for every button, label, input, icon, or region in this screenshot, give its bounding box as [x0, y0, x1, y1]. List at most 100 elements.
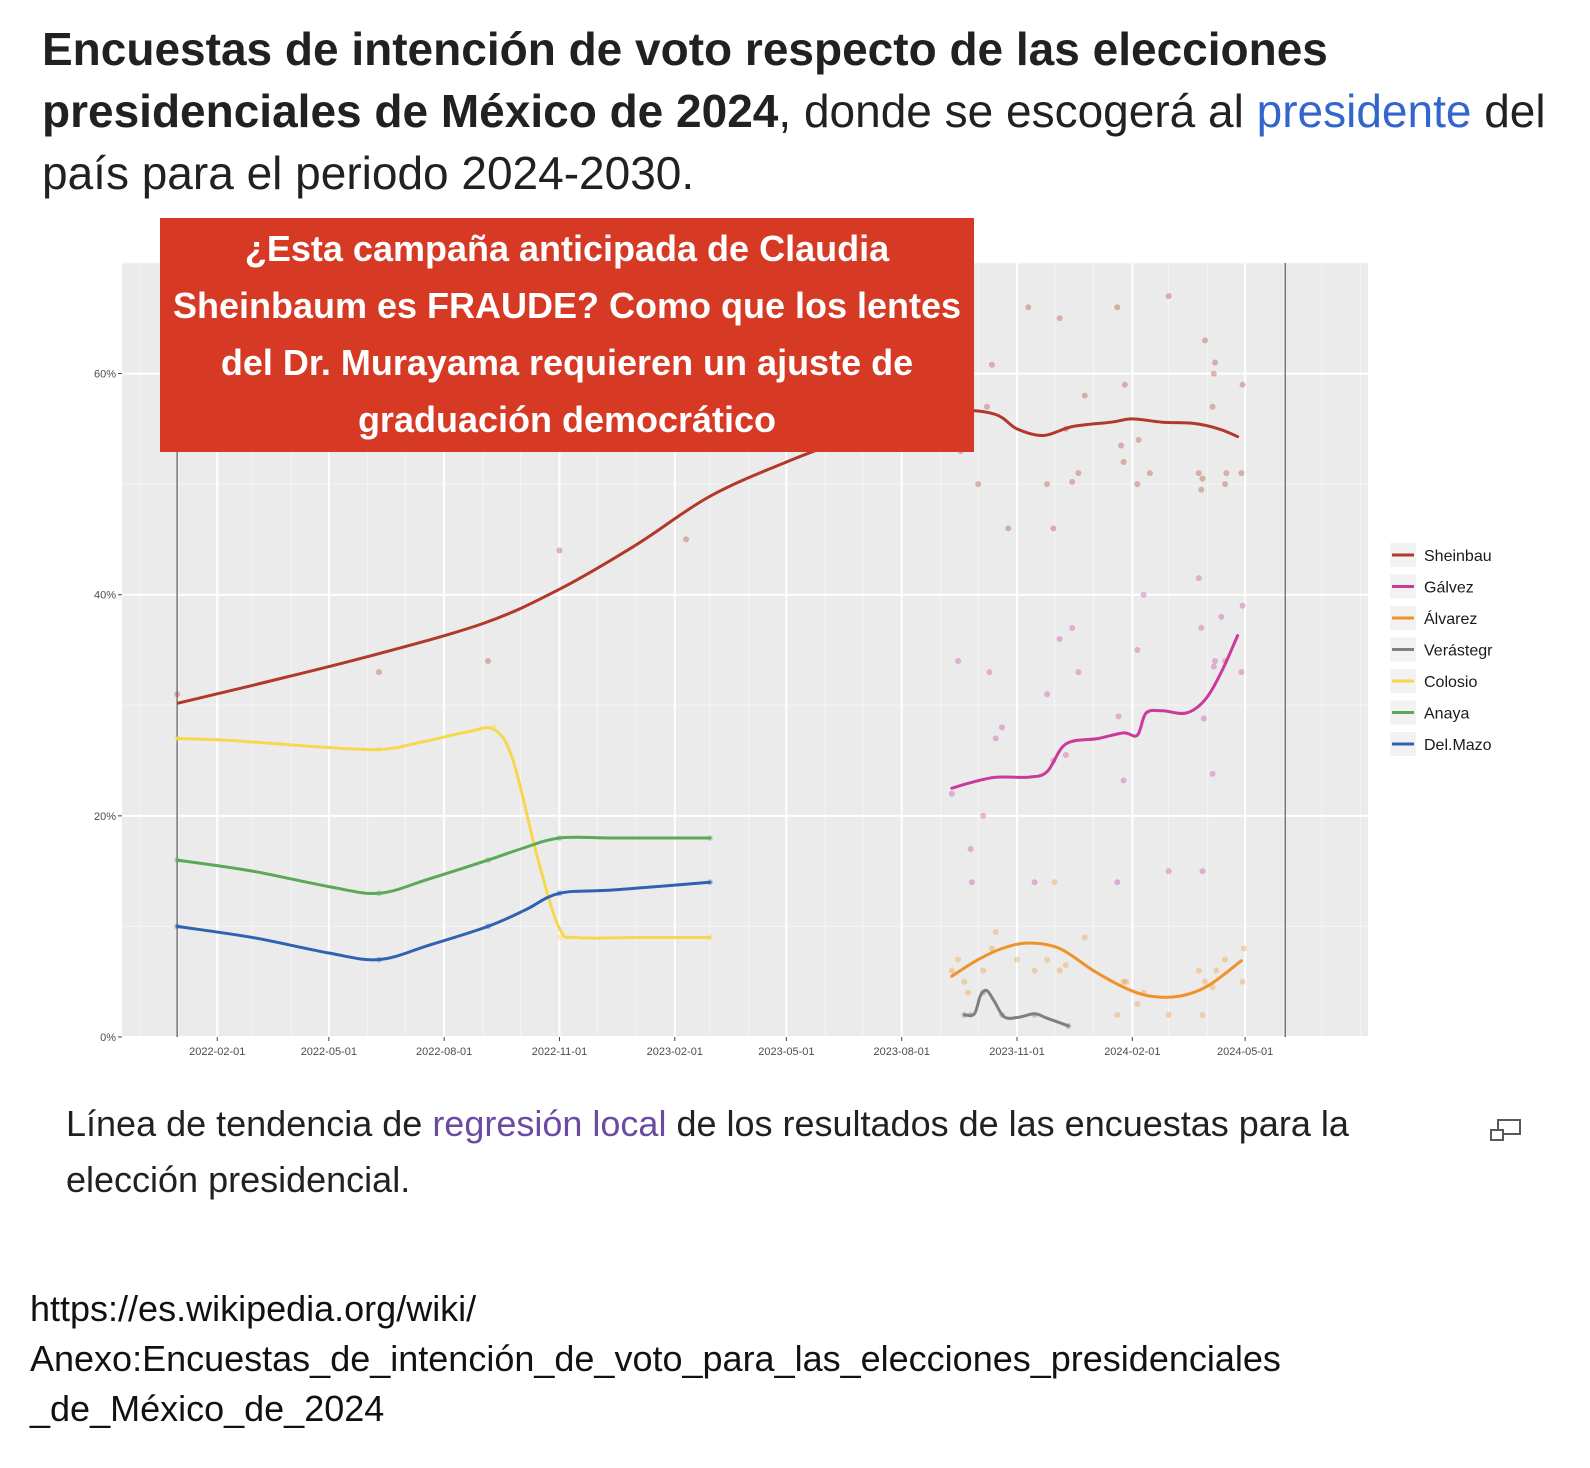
data-point	[980, 812, 987, 819]
data-point	[1213, 967, 1220, 974]
legend-label: Del.Mazo	[1424, 737, 1492, 754]
data-point	[1005, 525, 1012, 532]
page-heading: Encuestas de intención de voto respecto …	[42, 18, 1562, 204]
data-point	[1075, 669, 1082, 676]
data-point	[174, 691, 181, 698]
data-point	[1209, 770, 1216, 777]
x-tick-label: 2023-05-01	[758, 1046, 814, 1058]
series-line-glvez	[950, 634, 1240, 790]
data-point	[986, 669, 993, 676]
source-url: https://es.wikipedia.org/wiki/ Anexo:Enc…	[30, 1284, 1580, 1434]
data-point	[1050, 525, 1057, 532]
figure-caption: Línea de tendencia de regresión local de…	[66, 1096, 1466, 1208]
data-point	[1212, 658, 1219, 665]
data-point	[1202, 978, 1209, 985]
data-point	[1118, 442, 1125, 449]
data-point	[968, 879, 975, 886]
regresion-local-link[interactable]: regresión local	[432, 1103, 667, 1144]
data-point	[955, 658, 962, 665]
data-point	[375, 669, 382, 676]
data-point	[1239, 602, 1246, 609]
x-tick-label: 2024-05-01	[1217, 1046, 1273, 1058]
data-point	[975, 481, 982, 488]
series-line-colosio	[175, 726, 712, 940]
y-tick-label: 20%	[94, 811, 116, 823]
heading-bold: Encuestas de intención de voto respecto …	[42, 23, 1328, 137]
series-line-verstegr	[962, 988, 1070, 1028]
data-point	[1165, 868, 1172, 875]
heading-text-2: del país para el periodo 2024-2030.	[42, 85, 1546, 199]
url-line-1: https://es.wikipedia.org/wiki/	[30, 1288, 477, 1329]
legend-label: Sheinbau	[1424, 548, 1492, 565]
legend-crop	[1504, 539, 1540, 766]
data-point	[1209, 984, 1216, 991]
series-line-anaya	[175, 835, 712, 896]
data-point	[1222, 956, 1229, 963]
data-point	[967, 846, 974, 853]
caption-text-1: Línea de tendencia de	[66, 1103, 433, 1144]
x-tick-label: 2022-02-01	[189, 1046, 245, 1058]
data-point	[1031, 879, 1038, 886]
data-point	[1044, 481, 1051, 488]
data-point	[1202, 337, 1209, 344]
data-point	[1165, 1011, 1172, 1018]
data-point	[1134, 1000, 1141, 1007]
data-point	[1069, 478, 1076, 485]
data-point	[1056, 315, 1063, 322]
x-tick-label: 2022-11-01	[532, 1046, 587, 1058]
expand-icon[interactable]	[1488, 1118, 1524, 1144]
data-point	[1120, 777, 1127, 784]
data-point	[1222, 481, 1229, 488]
url-line-2: Anexo:Encuestas_de_intención_de_voto_par…	[30, 1338, 1281, 1379]
x-tick-label: 2023-08-01	[874, 1046, 930, 1058]
data-point	[1134, 647, 1141, 653]
data-point	[1200, 715, 1207, 722]
legend-label: Anaya	[1424, 706, 1469, 723]
data-point	[988, 945, 995, 952]
data-point	[992, 735, 999, 742]
data-point	[1120, 459, 1127, 466]
data-point	[1121, 381, 1128, 388]
data-point	[1025, 304, 1032, 311]
series-line-delmazo	[175, 880, 712, 962]
data-point	[965, 989, 972, 996]
data-point	[1195, 967, 1202, 974]
data-point	[1146, 470, 1153, 477]
x-tick-label: 2024-02-01	[1104, 1046, 1160, 1058]
data-point	[1123, 978, 1130, 985]
data-point	[1195, 470, 1202, 477]
y-tick-label: 60%	[94, 369, 116, 381]
legend-label: Gálvez	[1424, 580, 1474, 597]
data-point	[980, 967, 987, 974]
data-point	[1209, 403, 1216, 410]
data-point	[556, 547, 563, 554]
data-point	[683, 536, 690, 543]
data-point	[992, 928, 999, 935]
data-point	[948, 967, 955, 974]
data-point	[998, 724, 1005, 731]
data-point	[1044, 691, 1051, 698]
data-point	[1239, 381, 1246, 388]
data-point	[1114, 304, 1121, 311]
legend-label: Álvarez	[1424, 609, 1477, 628]
data-point	[1165, 293, 1172, 300]
data-point	[1238, 669, 1245, 676]
data-point	[1114, 879, 1121, 886]
data-point	[1056, 967, 1063, 974]
data-point	[485, 658, 492, 665]
data-point	[983, 403, 990, 410]
data-point	[1120, 978, 1127, 985]
data-point	[1031, 967, 1038, 974]
x-tick-label: 2022-08-01	[416, 1046, 472, 1058]
x-tick-label: 2023-02-01	[647, 1046, 703, 1058]
data-point	[1135, 436, 1142, 443]
data-point	[988, 361, 995, 368]
data-point	[1044, 956, 1051, 963]
data-point	[1210, 663, 1217, 670]
data-point	[1134, 481, 1141, 488]
data-point	[948, 790, 955, 797]
presidente-link[interactable]: presidente	[1256, 85, 1472, 137]
data-point	[1223, 470, 1230, 477]
data-point	[1218, 613, 1225, 620]
url-line-3: _de_México_de_2024	[30, 1388, 385, 1429]
